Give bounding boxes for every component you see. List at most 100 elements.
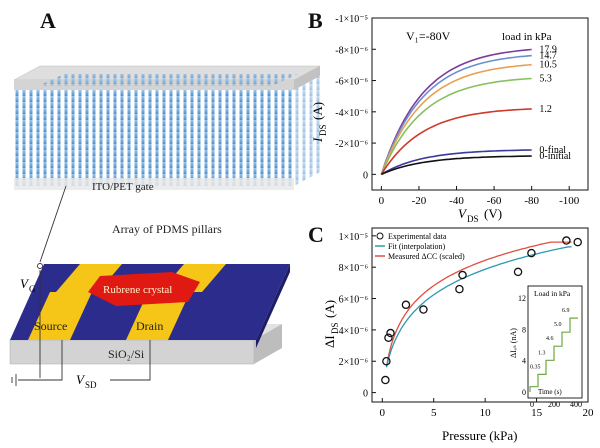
- vsd-label: V SD: [76, 372, 97, 390]
- inset-xtick-label: 0: [530, 400, 534, 409]
- inset-ytick-label: 0: [522, 388, 526, 397]
- inset-step-line: [529, 317, 578, 392]
- chart-c-point: [513, 267, 523, 277]
- chart-c-lines: [385, 241, 572, 368]
- pillar-array-side: [294, 76, 320, 186]
- chart-b-series-line: [380, 63, 532, 175]
- chart-b-series-label: 0-final: [539, 145, 566, 156]
- inset-ytick-label: 8: [522, 325, 526, 334]
- chart-b-xtick-label: -80: [524, 195, 539, 207]
- inset-xlabel: Time (s): [538, 388, 562, 396]
- chart-c-fit-line: [385, 246, 572, 368]
- svg-text:SD: SD: [85, 380, 97, 390]
- chart-c-ytick-label: 4×10⁻⁶: [339, 326, 369, 337]
- svg-text:V: V: [76, 372, 86, 387]
- chart-b-series-line: [380, 54, 532, 175]
- chart-b-series-label: 17.9: [539, 45, 557, 56]
- chart-b-ytick-label: -4×10⁻⁶: [335, 108, 368, 119]
- svg-text:DS: DS: [318, 124, 328, 136]
- chart-c-ylabel: ΔI DS (A): [322, 300, 340, 348]
- chart-b-xtick-label: 0: [379, 195, 385, 207]
- schematic-panel: ITO/PET gate Array of PDMS pillars Rubre…: [9, 65, 321, 390]
- chart-b-series-line: [380, 149, 532, 176]
- chart-c-point: [573, 237, 582, 247]
- chart-c-xticks: 0 5 10 15 20: [380, 398, 594, 419]
- chart-c-xtick-label: 15: [531, 407, 543, 419]
- chart-c-yticks: 0 2×10⁻⁶ 4×10⁻⁶ 6×10⁻⁶ 8×10⁻⁶ 1×10⁻⁵: [339, 232, 376, 400]
- svg-text:(A): (A): [322, 300, 337, 318]
- svg-text:(V): (V): [484, 206, 502, 221]
- substrate-front: [9, 339, 255, 365]
- chart-b-series-label: 10.5: [539, 60, 557, 71]
- chart-b-vg-annotation: V₁=-80V: [406, 29, 451, 43]
- chart-c-ytick-label: 6×10⁻⁶: [339, 295, 369, 306]
- chart-c-xtick-label: 20: [583, 407, 595, 419]
- chart-b-series: [380, 48, 532, 176]
- chart-c-point: [562, 236, 571, 245]
- drain-electrode: [126, 292, 190, 340]
- inset-ytick-label: 4: [522, 357, 526, 366]
- svg-text:I: I: [310, 137, 325, 143]
- chart-b-series-label: 1.2: [539, 104, 552, 115]
- chart-b-frame: [371, 17, 589, 191]
- chart-b-series-line: [380, 77, 532, 175]
- chart-c-inset: Load in kPa 0 4 8 12 0 200 400 ΔIₒₛ (nA) Time (s)…: [509, 285, 583, 409]
- inset-step-label: 0.35: [530, 364, 541, 370]
- pillars-label: Array of PDMS pillars: [112, 222, 222, 236]
- crystal-label: Rubrene crystal: [103, 284, 172, 296]
- wiring: [11, 185, 151, 386]
- inset-step-label: 5.0: [554, 322, 562, 328]
- chart-c-xlabel: Pressure (kPa): [442, 428, 517, 443]
- chart-b-xtick-label: -100: [559, 195, 580, 207]
- chart-b-series-label: 14.7: [539, 51, 557, 62]
- gate-base: [14, 178, 294, 190]
- chart-c-point: [386, 328, 395, 338]
- svg-text:ΔI: ΔI: [322, 335, 337, 348]
- chart-c-legend-label: Fit (interpolation): [388, 242, 445, 251]
- chart-c-xtick-label: 0: [380, 407, 386, 419]
- chart-c-legend-marker: [376, 232, 384, 240]
- panel-label-c: C: [308, 222, 324, 247]
- svg-text:(A): (A): [310, 102, 325, 120]
- chart-b-series-label: 5.3: [539, 73, 552, 84]
- chart-b-series-line: [380, 108, 532, 175]
- gate-side-face: [294, 66, 320, 90]
- panel-label-b: B: [308, 8, 323, 33]
- chart-b-series-label: 0-initial: [539, 151, 571, 162]
- pillar-array-top: [38, 74, 298, 86]
- inset-title: Load in kPa: [534, 289, 571, 298]
- inset-step-label: 1.3: [538, 350, 546, 356]
- chart-c-point: [401, 300, 411, 310]
- drain-label: Drain: [136, 319, 163, 333]
- chart-c-xtick-label: 10: [480, 407, 492, 419]
- chart-c-points: [381, 236, 582, 385]
- pillar-array: [14, 90, 294, 186]
- chart-c-ytick-label: 1×10⁻⁵: [339, 232, 368, 243]
- chart-b-xticks: 0 -20 -40 -60 -80 -100: [379, 186, 580, 207]
- panel-label-a: A: [40, 8, 56, 33]
- chart-c-point: [381, 375, 390, 385]
- chart-c-point: [458, 270, 467, 280]
- chart-b-ytick-label: 0: [363, 170, 368, 181]
- rubrene-crystal: [88, 272, 200, 306]
- chart-c-point: [455, 284, 464, 294]
- chart-c-ytick-label: 2×10⁻⁶: [339, 357, 369, 368]
- svg-text:DS: DS: [467, 214, 479, 224]
- svg-text:V: V: [458, 206, 468, 221]
- substrate-side: [254, 324, 282, 364]
- chart-b-ylabel: I DS (A): [310, 102, 328, 143]
- chart-c-point: [419, 305, 428, 314]
- chart-b-series-line: [381, 155, 532, 176]
- substrate-label: SiO₂/Si: [108, 347, 145, 361]
- chart-c-point: [527, 248, 536, 258]
- svg-text:G: G: [29, 284, 36, 294]
- chart-c-legend-label: Experimental data: [388, 232, 447, 241]
- vg-label: V G: [20, 276, 36, 294]
- chart-c: 0 2×10⁻⁶ 4×10⁻⁶ 6×10⁻⁶ 8×10⁻⁶ 1×10⁻⁵ 0 5 10 15 20…: [322, 227, 594, 443]
- svg-text:DS: DS: [330, 322, 340, 334]
- chart-b-xtick-label: -40: [449, 195, 464, 207]
- chart-b-xtick-label: -60: [487, 195, 502, 207]
- chart-c-point: [382, 356, 391, 366]
